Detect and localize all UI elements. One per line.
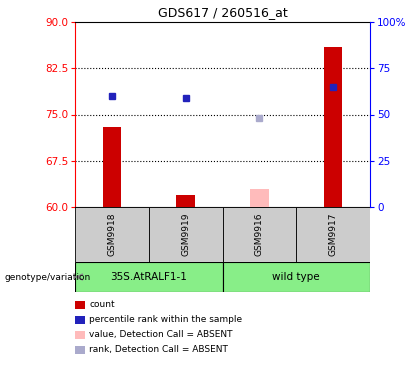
Title: GDS617 / 260516_at: GDS617 / 260516_at: [158, 7, 287, 19]
Text: rank, Detection Call = ABSENT: rank, Detection Call = ABSENT: [89, 345, 228, 354]
Bar: [75, 207, 149, 262]
Text: GSM9919: GSM9919: [181, 213, 190, 256]
Bar: [176, 195, 195, 207]
Text: count: count: [89, 300, 115, 309]
Text: GSM9916: GSM9916: [255, 213, 264, 256]
Text: GSM9917: GSM9917: [328, 213, 338, 256]
Bar: [149, 207, 223, 262]
Bar: [324, 47, 342, 207]
Bar: [223, 207, 296, 262]
Text: GSM9918: GSM9918: [108, 213, 116, 256]
Bar: [296, 207, 370, 262]
Text: 35S.AtRALF1-1: 35S.AtRALF1-1: [110, 272, 187, 282]
Bar: [102, 127, 121, 207]
Text: value, Detection Call = ABSENT: value, Detection Call = ABSENT: [89, 330, 233, 339]
Text: percentile rank within the sample: percentile rank within the sample: [89, 315, 242, 324]
Bar: [223, 262, 370, 292]
Text: genotype/variation: genotype/variation: [4, 273, 90, 281]
Bar: [250, 188, 269, 207]
Text: wild type: wild type: [273, 272, 320, 282]
Bar: [75, 262, 223, 292]
